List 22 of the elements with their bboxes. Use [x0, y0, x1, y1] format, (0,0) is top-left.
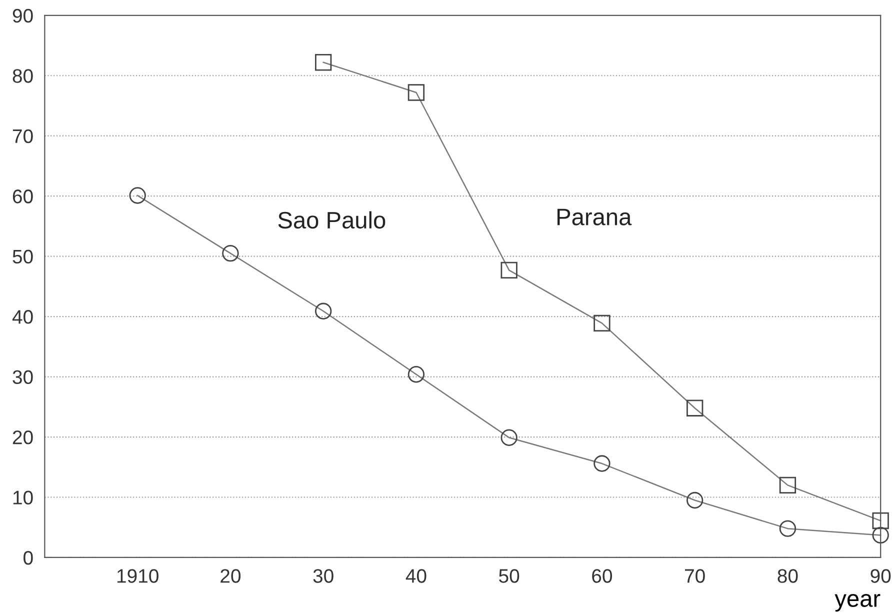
x-tick-label: 1910 [117, 569, 158, 583]
x-tick-label: 80 [778, 569, 798, 583]
y-tick-label: 40 [12, 310, 33, 324]
y-tick-label: 20 [12, 430, 33, 444]
y-tick-label: 0 [24, 550, 33, 565]
x-tick-label: 20 [220, 569, 241, 583]
x-tick-label: 30 [313, 569, 334, 583]
x-tick-label: 90 [870, 569, 891, 583]
y-tick-label: 10 [13, 490, 33, 504]
series-label: Sao Paulo [278, 211, 386, 229]
y-tick-label: 90 [12, 8, 33, 23]
y-tick-label: 50 [12, 250, 33, 264]
text: Parana [558, 208, 632, 226]
x-tick-label: 40 [406, 569, 426, 583]
y-tick-label: 80 [12, 69, 33, 83]
x-tick-label: 60 [592, 569, 612, 583]
x-axis-title: year [834, 594, 880, 612]
y-tick-label: 60 [12, 190, 33, 204]
y-tick-label: 30 [12, 370, 33, 384]
x-tick-label: 70 [685, 569, 705, 583]
y-tick-label: 70 [12, 129, 33, 144]
x-tick-label: 50 [499, 569, 520, 583]
